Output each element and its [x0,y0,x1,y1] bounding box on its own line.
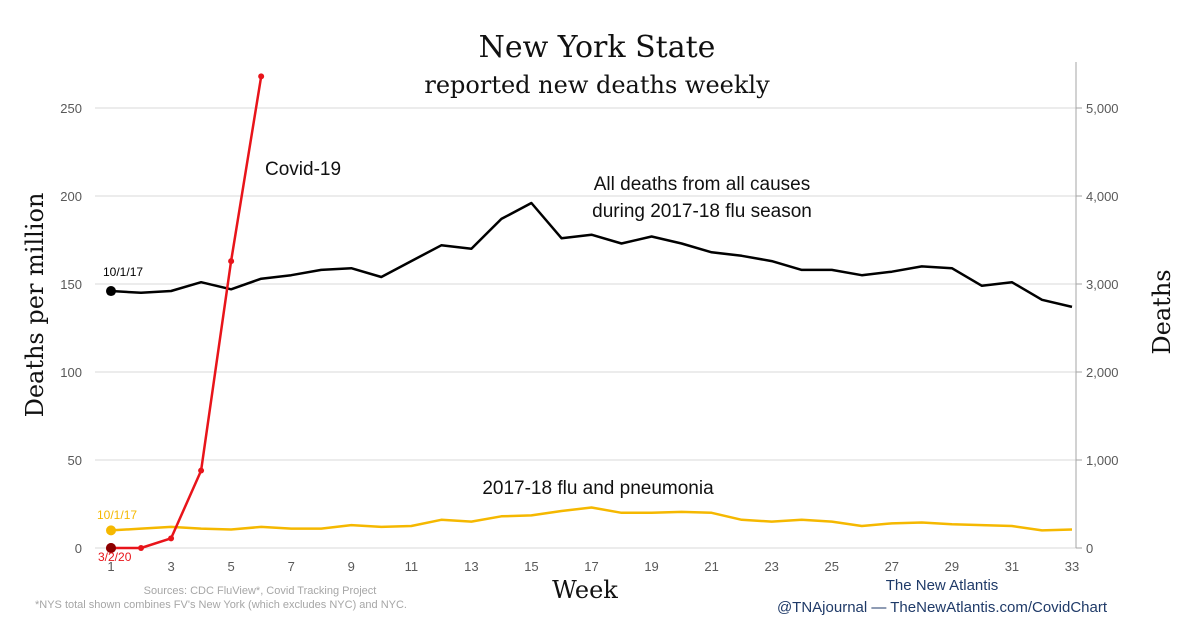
x-tick-label: 5 [228,559,235,574]
sources-note: Sources: CDC FluView*, Covid Tracking Pr… [144,585,377,597]
x-tick-label: 23 [764,559,778,574]
flu-start-point [106,525,116,536]
y-tick-label: 150 [60,277,82,292]
x-tick-label: 7 [288,559,295,574]
axis-ticks: 0 50 100 150 200 250 0 1,000 2,000 3,000 4,000 5,00… [60,101,1118,574]
y-tick-label: 100 [60,365,82,380]
footnote: *NYS total shown combines FV's New York … [35,599,407,611]
x-tick-label: 11 [405,559,419,574]
flu-start-label: 10/1/17 [97,508,137,522]
y2-tick-label: 3,000 [1086,277,1119,292]
x-tick-label: 19 [644,559,658,574]
x-tick-label: 9 [348,559,355,574]
covid-start-label: 3/2/20 [98,550,132,564]
x-tick-label: 33 [1065,559,1079,574]
x-tick-label: 15 [524,559,538,574]
covid-data-point [258,73,265,80]
covid-data-point [138,545,145,551]
covid-data-point [228,258,235,265]
x-axis-title: Week [552,576,618,604]
x-tick-label: 17 [584,559,598,574]
y-tick-label: 50 [68,453,82,468]
x-tick-label: 31 [1005,559,1019,574]
y2-tick-label: 5,000 [1086,101,1119,116]
y2-tick-label: 0 [1086,541,1093,556]
x-tick-label: 29 [945,559,959,574]
y2-tick-label: 1,000 [1086,453,1119,468]
all-deaths-annotation-line2: during 2017-18 flu season [592,201,812,222]
y2-tick-label: 4,000 [1086,189,1119,204]
x-tick-label: 25 [825,559,839,574]
all-deaths-series-line [110,201,1073,309]
covid-start-point [106,543,116,553]
covid-annotation: Covid-19 [265,159,341,180]
y-tick-label: 200 [60,189,82,204]
series-layer [106,73,1073,553]
y2-tick-label: 2,000 [1086,365,1119,380]
chart-title: New York State [479,30,716,65]
covid-series-line [111,76,263,550]
all-deaths-start-point [106,286,116,297]
covid-data-point [168,535,175,542]
flu-series-line [110,506,1073,532]
brand-name: The New Atlantis [886,577,999,594]
x-tick-label: 27 [885,559,899,574]
y-tick-label: 250 [60,101,82,116]
x-tick-label: 21 [704,559,718,574]
all-deaths-annotation-line1: All deaths from all causes [594,174,811,195]
x-tick-label: 13 [464,559,478,574]
x-tick-label: 1 [107,559,114,574]
chart-subtitle: reported new deaths weekly [424,71,770,99]
x-tick-label: 3 [167,559,174,574]
y-tick-label: 0 [75,541,82,556]
covid-data-point [198,467,205,474]
y2-axis-title: Deaths [1148,269,1176,354]
y-axis-title: Deaths per million [21,193,49,418]
gridlines [95,107,1076,549]
brand-link: @TNAjournal — TheNewAtlantis.com/CovidCh… [777,599,1108,616]
flu-annotation: 2017-18 flu and pneumonia [482,478,714,499]
all-deaths-start-label: 10/1/17 [103,265,143,279]
